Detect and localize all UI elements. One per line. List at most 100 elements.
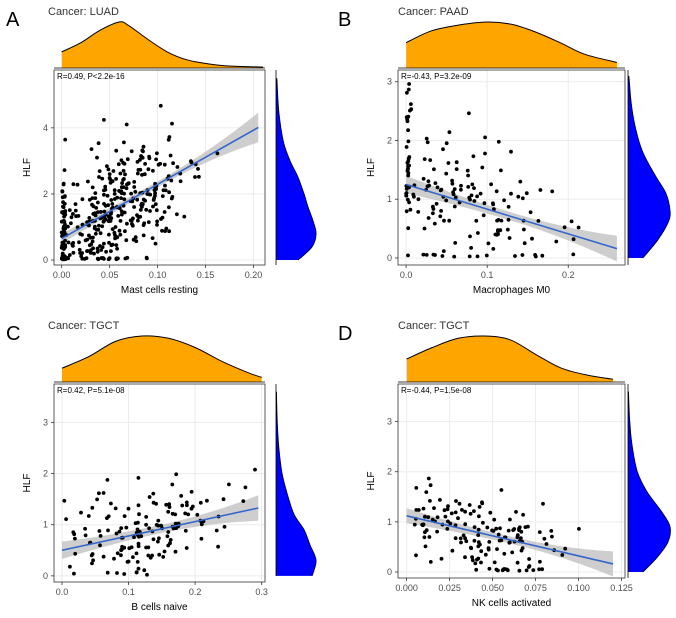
scatter-point [110,202,115,206]
scatter-point [541,501,545,506]
scatter-point [183,511,188,516]
x-density-fill [61,21,264,68]
scatter-point [155,219,160,224]
scatter-point [93,191,98,196]
x-tick-label: 0.0 [400,270,413,280]
scatter-point [100,176,105,181]
scatter-point [135,527,140,532]
scatter-point [113,506,118,511]
scatter-point [406,128,410,133]
stat-annotation: R=-0.43, P=3.2e-09 [401,72,472,81]
scatter-point [90,185,95,190]
scatter-point [137,512,141,517]
scatter-point [146,220,151,225]
scatter-point [66,240,71,245]
scatter-point [114,148,119,153]
scatter-point [531,568,536,572]
scatter-point [98,231,103,236]
y-axis-label: HLF [22,158,33,177]
scatter-point [150,236,155,241]
scatter-point [479,560,483,565]
scatter-point [198,500,203,505]
scatter-point [423,514,427,519]
scatter-point [517,525,522,530]
scatter-point [61,242,66,247]
scatter-point [145,572,149,577]
plot-frame [397,69,626,266]
scatter-point [90,239,95,244]
scatter-point [423,530,427,535]
scatter-point [450,548,455,553]
y-tick-label: 1 [387,194,392,204]
scatter-point [71,250,76,255]
scatter-point [435,515,440,520]
scatter-point [96,257,101,262]
scatter-point [221,497,226,502]
scatter-point [205,498,209,503]
scatter-point [141,233,146,238]
scatter-point [96,210,100,215]
scatter-point [132,185,137,189]
scatter-point [155,151,159,156]
scatter-point [168,541,172,546]
scatter-point [528,210,533,215]
scatter-point [107,176,112,180]
scatter-point [495,547,499,551]
scatter-point [150,553,155,558]
scatter-point [477,505,482,509]
scatter-point [179,494,184,498]
scatter-point [122,191,126,196]
scatter-point [94,227,99,232]
scatter-point [173,512,178,517]
scatter-point [530,236,534,241]
scatter-point [516,194,521,199]
scatter-points [59,103,220,262]
scatter-point [199,536,204,541]
x-density-curve [405,21,618,63]
scatter-point [66,224,70,229]
plot-frame [53,383,266,583]
y-density-fill [628,75,671,259]
scatter-point [170,121,174,126]
scatter-point [431,211,435,216]
scatter-point [158,103,163,108]
scatter-point [496,218,501,222]
scatter-point [130,223,135,228]
scatter-point [119,526,124,530]
scatter-point [454,499,458,503]
scatter-point [550,534,554,539]
scatter-point [131,237,136,242]
scatter-point [125,182,129,187]
scatter-point [406,156,411,161]
scatter-point [125,560,130,564]
scatter-point [482,201,487,206]
scatter-point [445,507,450,512]
scatter-point [93,196,98,201]
scatter-point [404,145,409,149]
scatter-point [94,206,99,210]
scatter-point [135,160,140,164]
panel-letter: A [6,9,20,31]
y-density-curve [276,78,317,261]
scatter-point [63,137,68,142]
scatter-point [169,178,174,183]
x-tick-label: 0.1 [122,587,135,597]
scatter-point [405,117,410,122]
scatter-point [71,182,76,187]
scatter-point [215,151,220,156]
scatter-point [477,514,481,519]
scatter-point [102,118,106,122]
scatter-point [506,217,511,222]
scatter-point [407,82,411,86]
scatter-point [166,509,171,514]
y-density-curve [628,75,671,259]
scatter-point [132,180,137,184]
scatter-point [106,203,110,208]
scatter-point [446,161,451,165]
scatter-point [124,238,129,243]
scatter-point [519,548,524,553]
scatter-point [461,533,466,538]
scatter-point [174,472,179,477]
scatter-point [414,486,419,490]
scatter-point [79,510,83,515]
